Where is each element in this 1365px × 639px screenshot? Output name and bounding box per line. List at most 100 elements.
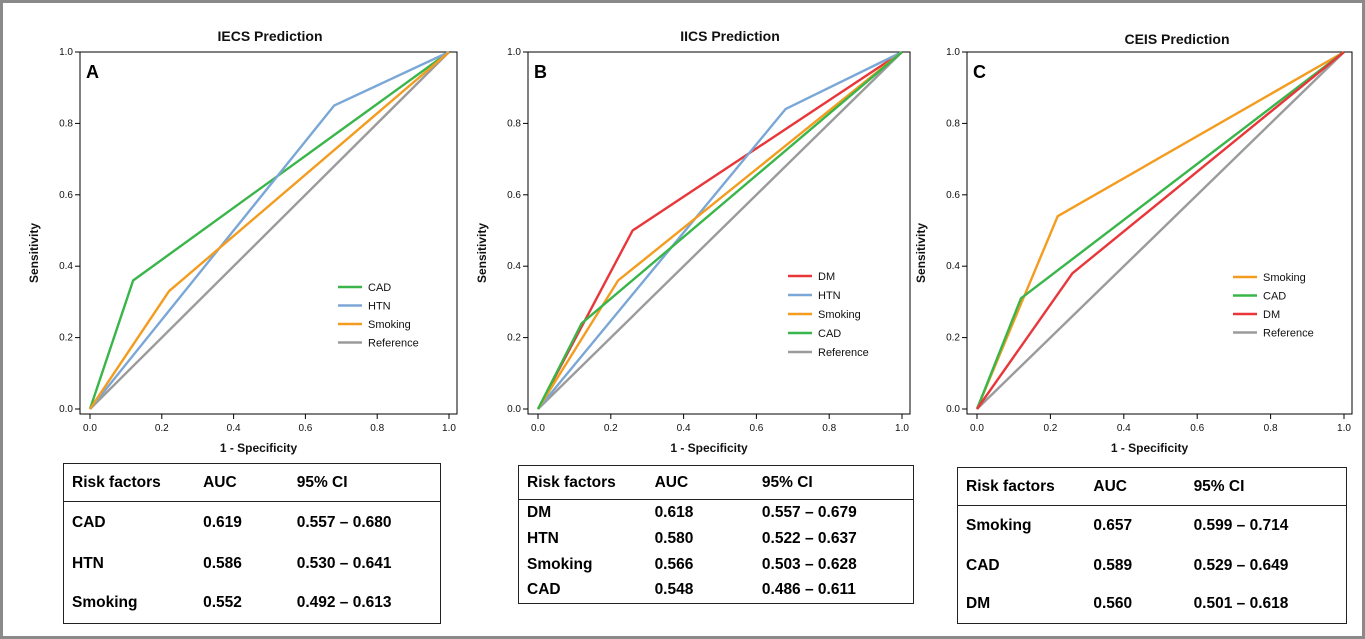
roc-line-smoking (975, 50, 1345, 410)
x-tick-label: 0.6 (298, 423, 312, 434)
table-cell: 0.501 – 0.618 (1193, 595, 1289, 613)
table-cell: Smoking (72, 594, 138, 612)
x-tick-label: 0.2 (1043, 423, 1057, 434)
x-tick-label: 0.2 (155, 423, 169, 434)
table-row: Smoking 0.657 0.599 – 0.714 (958, 506, 1347, 546)
table-header-cell: 95% CI (1185, 467, 1347, 506)
x-tick-label: 0.8 (1264, 423, 1278, 434)
x-axis: 0.0 0.2 0.4 0.6 0.8 1.0 (83, 414, 456, 434)
y-axis-label: Sensitivity (475, 223, 489, 283)
table-cell: 0.530 – 0.641 (296, 554, 392, 572)
roc-line-cad (536, 51, 903, 410)
series-lines (88, 50, 450, 410)
table-header-cell: AUC (195, 463, 289, 502)
roc-line-reference (537, 51, 903, 410)
chart-title: CEIS Prediction (1124, 31, 1229, 47)
x-tick-label: 0.8 (370, 423, 384, 434)
table-row: DM 0.618 0.557 – 0.679 (519, 500, 914, 526)
panel-letter: A (86, 62, 99, 82)
panel-letter: B (534, 62, 547, 82)
legend-label: HTN (818, 290, 841, 302)
table-cell: HTN (527, 529, 559, 547)
table-cell: 0.557 – 0.679 (761, 503, 857, 521)
roc-line-htn (89, 50, 450, 410)
x-tick-label: 1.0 (895, 423, 909, 434)
table-row: DM 0.560 0.501 – 0.618 (958, 586, 1347, 624)
y-tick-label: 0.6 (507, 190, 521, 201)
table-header-cell: 95% CI (753, 465, 914, 500)
plot-area (527, 51, 911, 415)
y-axis: 0.0 0.2 0.4 0.6 0.8 1.0 (946, 47, 967, 415)
x-tick-label: 0.4 (677, 423, 691, 434)
x-axis: 0.0 0.2 0.4 0.6 0.8 1.0 (531, 414, 909, 434)
y-tick-label: 0.8 (946, 118, 960, 129)
table-header-cell: Risk factors (518, 465, 647, 500)
table-cell: 0.557 – 0.680 (296, 513, 392, 531)
roc-line-smoking (536, 51, 903, 410)
table-cell: DM (527, 503, 552, 521)
legend-label: CAD (368, 282, 391, 294)
table-cell: 0.589 (1093, 556, 1133, 574)
y-tick-label: 0.8 (507, 118, 521, 129)
y-tick-label: 0.2 (946, 333, 960, 344)
legend: Smoking CAD DM Reference (1233, 272, 1314, 340)
table-row: CAD 0.548 0.486 – 0.611 (519, 578, 914, 604)
legend-label: Smoking (1263, 272, 1306, 284)
legend-label: Reference (368, 338, 419, 350)
x-tick-label: 0.4 (227, 423, 241, 434)
y-tick-label: 0.0 (59, 404, 73, 415)
legend-label: DM (818, 271, 835, 283)
y-axis: 0.0 0.2 0.4 0.6 0.8 1.0 (59, 47, 80, 415)
legend-label: Smoking (818, 309, 861, 321)
table-cell: 0.618 (654, 503, 694, 521)
plot-area (79, 51, 458, 415)
table-header-row: Risk factors AUC 95% CI (63, 463, 441, 502)
table-header-cell: AUC (646, 465, 754, 500)
y-tick-label: 1.0 (59, 47, 73, 58)
y-tick-label: 0.4 (59, 261, 73, 272)
x-tick-label: 0.8 (822, 423, 836, 434)
table-cell: CAD (966, 556, 1000, 574)
table-row: Smoking 0.566 0.503 – 0.628 (519, 552, 914, 578)
table-cell: 0.566 (654, 555, 694, 573)
x-tick-label: 0.2 (604, 423, 618, 434)
table-cell: 0.503 – 0.628 (761, 555, 857, 573)
chart-title: IECS Prediction (217, 28, 322, 44)
panel-a: IECS Prediction A 0.0 0.2 0.4 0.6 0.8 1.0 0.0… (0, 0, 458, 639)
chart-title: IICS Prediction (680, 28, 780, 44)
legend: CAD HTN Smoking Reference (338, 282, 419, 350)
roc-line-htn (537, 50, 903, 410)
x-tick-label: 0.4 (1117, 423, 1131, 434)
x-tick-label: 0.0 (531, 423, 545, 434)
table-cell: Smoking (527, 555, 593, 573)
table-cell: 0.492 – 0.613 (296, 594, 392, 612)
table-header-cell: Risk factors (63, 463, 196, 502)
legend-label: CAD (818, 328, 841, 340)
table-cell: 0.586 (203, 554, 242, 572)
table-row: CAD 0.619 0.557 – 0.680 (64, 502, 441, 544)
legend-label: Reference (1263, 328, 1314, 340)
roc-chart-a: IECS Prediction A 0.0 0.2 0.4 0.6 0.8 1.0 0.0… (27, 28, 458, 455)
series-lines (536, 50, 903, 410)
legend-label: Reference (818, 347, 869, 359)
table-cell: 0.599 – 0.714 (1193, 516, 1289, 534)
table-cell: Smoking (966, 516, 1032, 534)
table-header-cell: AUC (1085, 467, 1186, 506)
x-tick-label: 0.0 (83, 423, 97, 434)
roc-line-smoking (89, 51, 450, 410)
series-lines (975, 50, 1345, 410)
legend-label: CAD (1263, 291, 1286, 303)
y-tick-label: 0.0 (507, 404, 521, 415)
x-axis-label: 1 - Specificity (670, 441, 748, 455)
table-cell: CAD (72, 513, 106, 531)
y-tick-label: 0.0 (946, 404, 960, 415)
y-tick-label: 0.2 (507, 333, 521, 344)
x-tick-label: 1.0 (1337, 423, 1351, 434)
table-cell: 0.657 (1093, 516, 1133, 534)
roc-line-reference (89, 51, 450, 410)
table-cell: CAD (527, 581, 561, 599)
x-tick-label: 0.6 (1190, 423, 1204, 434)
table-cell: DM (966, 595, 991, 613)
x-tick-label: 0.6 (749, 423, 763, 434)
table-cell: 0.619 (203, 513, 242, 531)
